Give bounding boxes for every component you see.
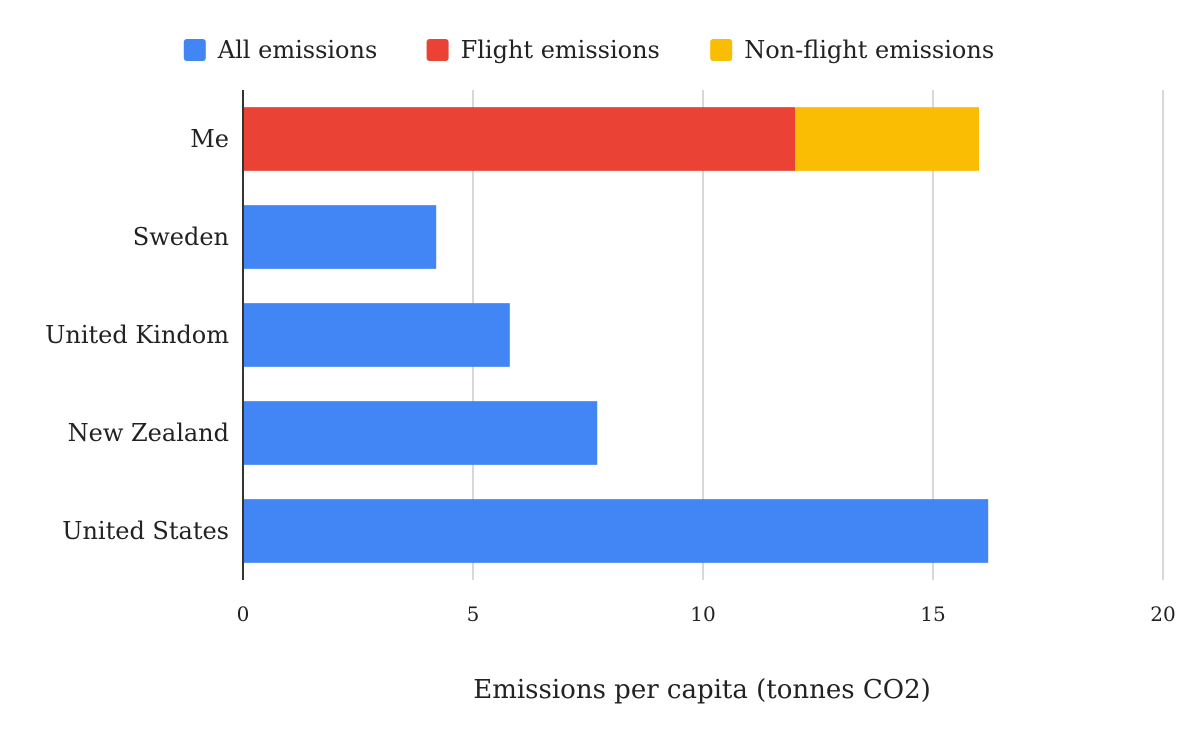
x-axis-title: Emissions per capita (tonnes CO2): [473, 675, 931, 705]
x-tick-label-10: 10: [690, 602, 715, 626]
bar-sweden-all-emissions: [243, 205, 437, 269]
legend-item-non-flight-emissions: Non-flight emissions: [710, 36, 994, 64]
bar-me-non-flight-emissions: [795, 107, 979, 171]
category-label-united-kindom: United Kindom: [45, 321, 229, 349]
legend-swatch-all-emissions: [183, 39, 206, 61]
category-label-new-zealand: New Zealand: [68, 419, 229, 447]
bar-me-flight-emissions: [243, 107, 795, 171]
bar-united-states-all-emissions: [243, 499, 989, 563]
x-tick-label-20: 20: [1150, 602, 1175, 626]
x-tick-labels: 0 5 10 15 20: [237, 602, 1176, 626]
category-label-sweden: Sweden: [133, 223, 229, 251]
legend-item-flight-emissions: Flight emissions: [426, 36, 660, 64]
x-tick-label-15: 15: [920, 602, 945, 626]
legend-swatch-flight-emissions: [426, 39, 449, 61]
legend-label-non-flight-emissions: Non-flight emissions: [744, 36, 994, 64]
x-tick-label-0: 0: [237, 602, 250, 626]
bars: [243, 107, 989, 563]
x-tick-label-5: 5: [467, 602, 480, 626]
legend-swatch-non-flight-emissions: [710, 39, 733, 61]
legend: All emissions Flight emissions Non-flight …: [183, 36, 994, 64]
bar-new-zealand-all-emissions: [243, 401, 598, 465]
legend-label-all-emissions: All emissions: [217, 36, 377, 64]
category-label-me: Me: [190, 125, 229, 153]
category-label-united-states: United States: [62, 517, 229, 545]
legend-label-flight-emissions: Flight emissions: [461, 36, 660, 64]
category-labels: Me Sweden United Kindom New Zealand United S…: [45, 125, 229, 545]
legend-item-all-emissions: All emissions: [183, 36, 377, 64]
bar-united-kindom-all-emissions: [243, 303, 510, 367]
